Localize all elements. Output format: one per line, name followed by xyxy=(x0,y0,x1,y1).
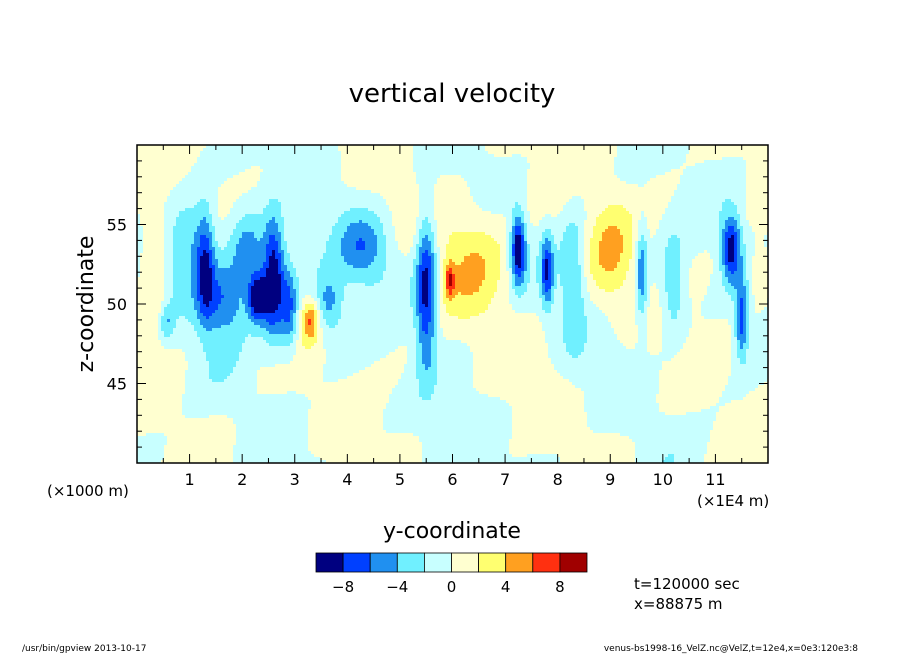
x-tick-label: 7 xyxy=(500,470,510,489)
colorbar-tick-label: −8 xyxy=(332,578,354,596)
colorbar-tick-label: 8 xyxy=(555,578,565,596)
chart-title: vertical velocity xyxy=(349,79,556,109)
colorbar-swatch xyxy=(452,553,479,572)
x-unit-right: (×1E4 m) xyxy=(697,492,769,510)
colorbar-swatch xyxy=(316,553,343,572)
colorbar-tick-label: −4 xyxy=(386,578,408,596)
x-tick-label: 2 xyxy=(237,470,247,489)
figure: vertical velocity 1 2 3 4 5 6 7 8 9 10 11 455055 (… xyxy=(0,0,904,654)
x-unit-left: (×1000 m) xyxy=(47,482,129,500)
y-tick-label: 50 xyxy=(107,295,127,314)
colorbar-swatch xyxy=(533,553,560,572)
colorbar-swatch xyxy=(479,553,506,572)
x-tick-label: 4 xyxy=(342,470,352,489)
colorbar-swatch xyxy=(397,553,424,572)
colorbar-tick-label: 4 xyxy=(501,578,511,596)
x-tick-label: 9 xyxy=(605,470,615,489)
x-position-info: x=88875 m xyxy=(634,595,723,613)
time-info: t=120000 sec xyxy=(634,575,740,593)
x-tick-label: 1 xyxy=(184,470,194,489)
footer-right: venus-bs1998-16_VelZ.nc@VelZ,t=12e4,x=0e… xyxy=(604,644,858,654)
y-tick-label: 55 xyxy=(107,216,127,235)
colorbar-swatch xyxy=(424,553,451,572)
colorbar-swatch xyxy=(506,553,533,572)
colorbar-swatch xyxy=(370,553,397,572)
colorbar-swatch xyxy=(560,553,587,572)
colorbar-tick-label: 0 xyxy=(447,578,457,596)
heatmap-field xyxy=(137,145,770,463)
x-axis-label: y-coordinate xyxy=(383,519,521,544)
y-axis-label: z-coordinate xyxy=(74,236,99,373)
colorbar: −8 −4 0 4 8 xyxy=(316,553,587,596)
x-tick-label: 5 xyxy=(395,470,405,489)
colorbar-swatch xyxy=(343,553,370,572)
footer-left: /usr/bin/gpview 2013-10-17 xyxy=(22,644,146,654)
x-tick-label: 6 xyxy=(447,470,457,489)
y-tick-label: 45 xyxy=(107,375,127,394)
x-tick-label: 3 xyxy=(290,470,300,489)
x-tick-label: 10 xyxy=(653,470,673,489)
x-tick-label: 11 xyxy=(705,470,725,489)
x-tick-label: 8 xyxy=(553,470,563,489)
